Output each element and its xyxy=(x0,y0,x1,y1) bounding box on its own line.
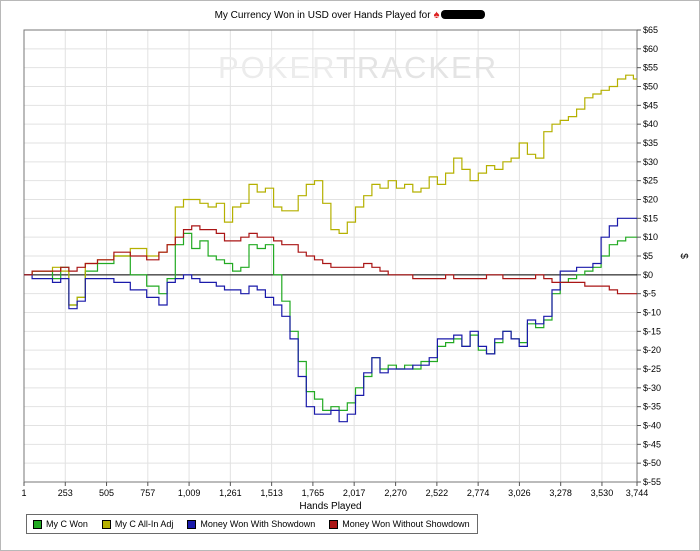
x-tick-label: 1,513 xyxy=(260,488,283,498)
y-tick-label: $10 xyxy=(643,232,658,242)
redacted-player-name xyxy=(441,10,486,19)
y-tick-label: $-15 xyxy=(643,326,661,336)
y-tick-label: $-55 xyxy=(643,477,661,487)
series-line-my-c-won xyxy=(24,232,637,411)
x-tick-label: 2,017 xyxy=(343,488,366,498)
series-line-money-won-with-showdown xyxy=(24,217,637,423)
series-lines xyxy=(24,74,637,423)
legend-swatch-without-showdown xyxy=(329,519,339,529)
y-tick-label: $35 xyxy=(643,138,658,148)
x-tick-label: 1,261 xyxy=(219,488,242,498)
legend-item: My C Won xyxy=(33,519,88,529)
y-tick-label: $65 xyxy=(643,25,658,35)
chart-title: My Currency Won in USD over Hands Played… xyxy=(0,9,700,21)
x-tick-label: 2,774 xyxy=(467,488,490,498)
x-tick-label: 3,278 xyxy=(549,488,572,498)
legend-item: Money Won Without Showdown xyxy=(329,519,470,529)
legend: My C Won My C All-In Adj Money Won With … xyxy=(26,514,478,534)
y-tick-label: $25 xyxy=(643,176,658,186)
x-tick-label: 505 xyxy=(99,488,114,498)
y-tick-label: $-50 xyxy=(643,458,661,468)
x-axis-ticks: 1 253 505 757 1,009 1,261 1,513 1,765 2,017 2,270… xyxy=(21,482,648,498)
y-tick-label: $20 xyxy=(643,195,658,205)
legend-swatch-my-c-won xyxy=(33,519,42,529)
y-tick-label: $-30 xyxy=(643,383,661,393)
y-tick-label: $0 xyxy=(643,270,653,280)
y-tick-label: $55 xyxy=(643,63,658,73)
y-axis-ticks: $65 $60 $55 $50 $45 $40 $35 $30 $25 $20 $15 $10 $5 $0… xyxy=(637,25,661,487)
x-tick-label: 253 xyxy=(58,488,73,498)
y-tick-label: $-5 xyxy=(643,289,656,299)
series-line-money-won-without-showdown xyxy=(24,225,637,295)
legend-item: My C All-In Adj xyxy=(101,519,174,529)
x-tick-label: 3,530 xyxy=(591,488,614,498)
y-tick-label: $5 xyxy=(643,251,653,261)
y-tick-label: $-45 xyxy=(643,439,661,449)
y-tick-label: $60 xyxy=(643,44,658,54)
y-tick-label: $45 xyxy=(643,100,658,110)
x-tick-label: 3,744 xyxy=(626,488,649,498)
y-tick-label: $-25 xyxy=(643,364,661,374)
series-line-my-c-all-in-adj xyxy=(24,74,637,306)
x-tick-label: 2,522 xyxy=(426,488,449,498)
x-tick-label: 1,009 xyxy=(178,488,201,498)
legend-item: Money Won With Showdown xyxy=(187,519,315,529)
y-tick-label: $40 xyxy=(643,119,658,129)
legend-label: My C All-In Adj xyxy=(114,519,174,529)
legend-label: My C Won xyxy=(46,519,88,529)
legend-swatch-with-showdown xyxy=(187,519,197,529)
x-axis-label: Hands Played xyxy=(299,501,361,512)
y-tick-label: $50 xyxy=(643,82,658,92)
y-tick-label: $15 xyxy=(643,213,658,223)
pokertracker-watermark: POKERTRACKER xyxy=(218,50,498,85)
x-tick-label: 1 xyxy=(21,488,26,498)
watermark-poker: POKER xyxy=(218,50,336,85)
svg-text:POKERTRACKER: POKERTRACKER xyxy=(218,50,498,85)
x-tick-label: 1,765 xyxy=(302,488,325,498)
spade-icon: ♠ xyxy=(433,9,440,21)
y-axis-label: $ xyxy=(678,253,689,259)
y-tick-label: $-10 xyxy=(643,308,661,318)
y-tick-label: $30 xyxy=(643,157,658,167)
legend-label: Money Won With Showdown xyxy=(200,519,316,529)
chart-title-text: My Currency Won in USD over Hands Played… xyxy=(214,10,431,21)
legend-swatch-all-in-adj xyxy=(101,519,111,529)
y-tick-label: $-20 xyxy=(643,345,661,355)
x-tick-label: 757 xyxy=(140,488,155,498)
y-tick-label: $-40 xyxy=(643,421,661,431)
y-tick-label: $-35 xyxy=(643,402,661,412)
legend-label: Money Won Without Showdown xyxy=(342,519,470,529)
x-tick-label: 3,026 xyxy=(508,488,531,498)
x-tick-label: 2,270 xyxy=(384,488,407,498)
watermark-tracker: TRACKER xyxy=(336,50,498,85)
